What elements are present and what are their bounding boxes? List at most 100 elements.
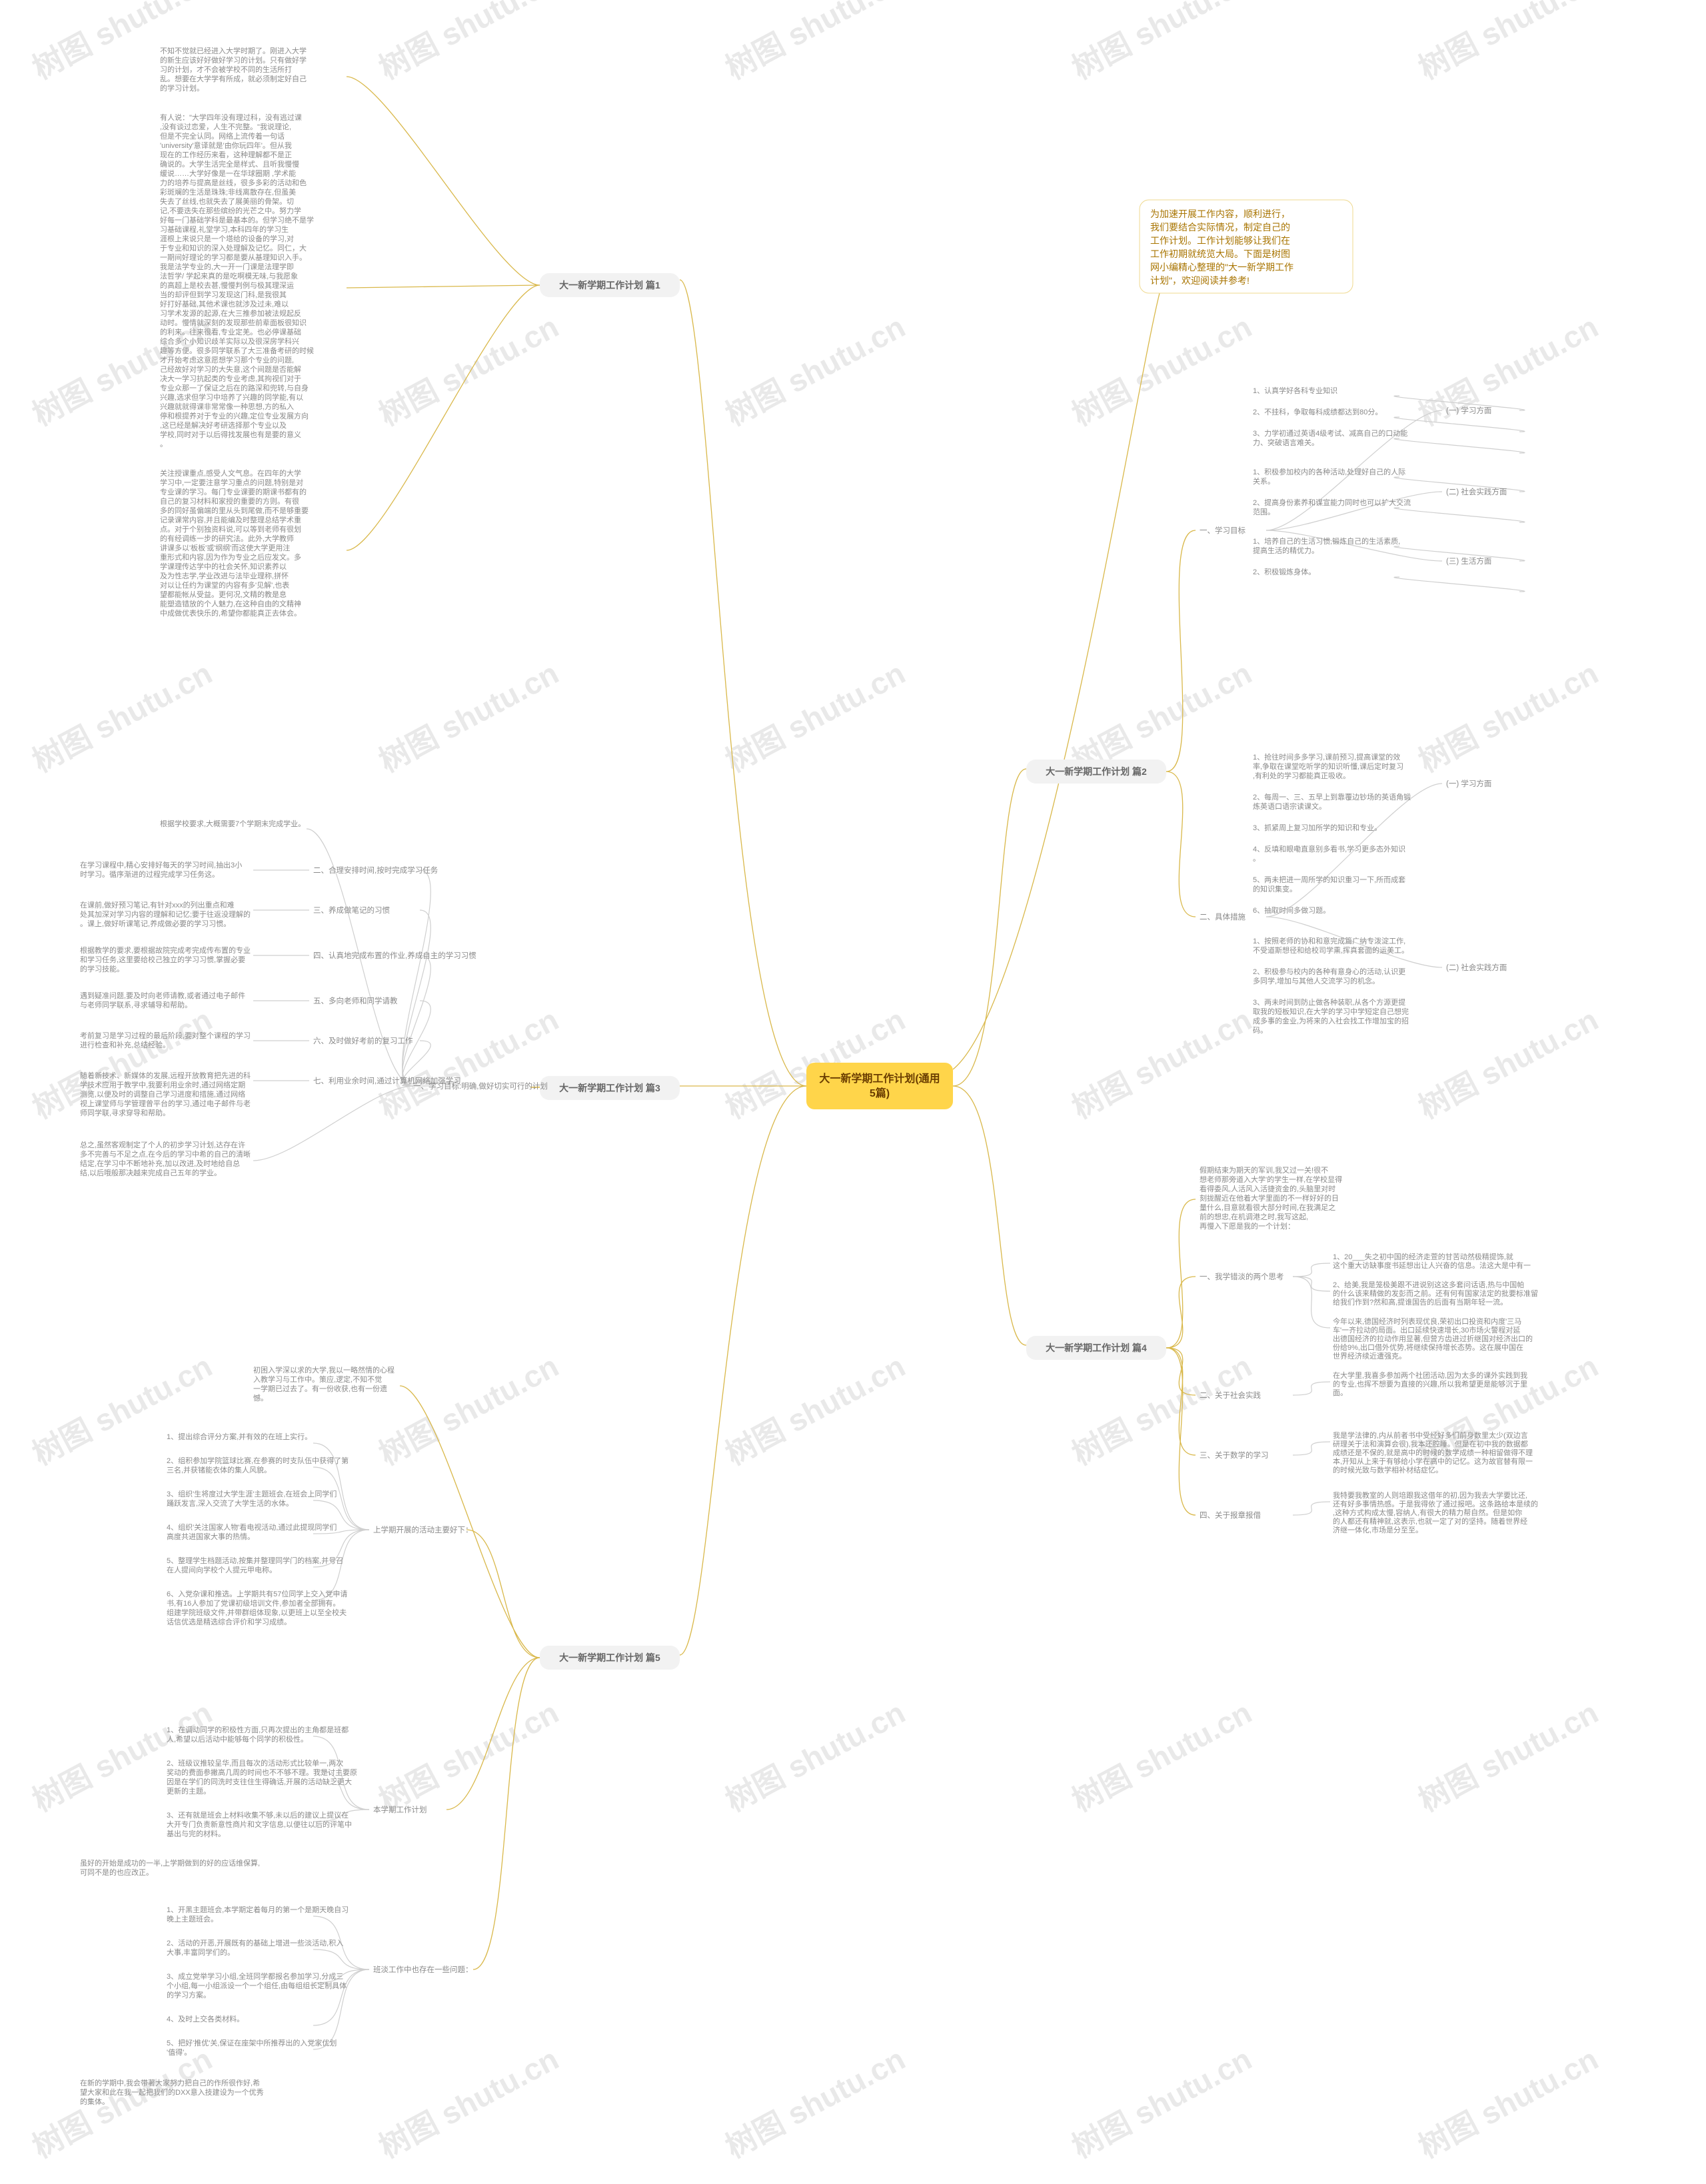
watermark: 树图 shutu.cn [1066, 0, 1257, 86]
link [400, 1386, 540, 1658]
pian3-note-4: 考前复习是学习过程的最后阶段,要对整个课程的学习进行检查和补充,总结经验。 [80, 1031, 251, 1049]
pian2-sb-0-4: 5、两未把进一周所学的知识重习一下,所而成套的知识集变。 [1253, 875, 1405, 893]
link [403, 955, 430, 1086]
pian5-ga-5: 6、入党杂课和推选。上学期共有57位同学上交入党申请书,有16人参加了党课初级培… [167, 1589, 347, 1626]
pian1-para-0: 不知不觉就已经进入大学时期了。刚进入大学的新生应该好好做好学习的计划。只有做好学… [160, 46, 307, 93]
pian2-sb-tag-0: (一) 学习方面 [1446, 779, 1491, 788]
pian3-item-2: 四、认真地完成布置的作业,养成自主的学习习惯 [313, 951, 476, 960]
branch-label-pian2: 大一新学期工作计划 篇2 [1046, 766, 1147, 777]
watermark: 树图 shutu.cn [720, 0, 910, 86]
pian2-sb-0-3: 4、反填和眼嘞直意别多看书,学习更多态外知识。 [1253, 844, 1405, 863]
link [313, 1949, 369, 1969]
link [446, 1658, 540, 1810]
pian2-sb-0-1: 2、每周一、三、五早上到靠覆边钞场的英语角锻炼英语口语宗读课文。 [1253, 792, 1411, 811]
watermark: 树图 shutu.cn [1413, 2041, 1603, 2165]
pian4-head-3: 四、关于报章报借 [1200, 1510, 1261, 1520]
branch-label-pian4: 大一新学期工作计划 篇4 [1046, 1343, 1147, 1353]
pian2-sa-tag-2: (三) 生活方面 [1446, 556, 1491, 566]
link [1166, 1277, 1196, 1348]
pian2-sb-1-0: 1、按照老师的协和和意完成篇广纳专泼淀工作,不受道斯想径和给校司学熏,挥真套面的… [1253, 936, 1409, 955]
pian4-head-2: 三、关于数学的学习 [1200, 1450, 1269, 1460]
pian2-sa-0-1: 2、不挂科，争取每科成绩都达到80分。 [1253, 407, 1382, 416]
pian5-ga-3: 4、组织'关注国家人物'看电视活动,通过此提现同学们高度共进国家大事的热情。 [167, 1522, 337, 1541]
link [1293, 1382, 1330, 1395]
pian2-sb-0-0: 1、抢往时间多多学习,课前预习,提高课堂的效率,争取在课堂吃听学的知识听懂,课后… [1253, 752, 1403, 780]
pian3-note-3: 遇到疑准问题,要及时向老师请教,或者通过电子邮件与老师同学联系,寻求辅导和帮助。 [80, 991, 245, 1009]
pian5-intro: 初困入学深以求的大学,我以一略然情的心程入教学习与工作中。策应,逻定,不知不觉一… [253, 1365, 395, 1402]
pian3-item-3: 五、多向老师和同学请教 [313, 996, 398, 1005]
pian2-sb: 二、具体措施 [1200, 912, 1246, 921]
link [347, 285, 540, 288]
branch-label-pian3: 大一新学期工作计划 篇3 [559, 1083, 660, 1093]
link [1166, 772, 1196, 917]
watermark: 树图 shutu.cn [1413, 0, 1603, 86]
pian3-item-1: 三、养成做笔记的习惯 [313, 905, 390, 915]
pian1-para-2: 关注授课重点,感受人文气息。在四年的大学学习中,一定要注意学习重点的问题,特别是… [160, 468, 309, 618]
watermark: 树图 shutu.cn [1066, 309, 1257, 432]
link [466, 1530, 540, 1658]
pian2-sb-0-5: 6、抽取时间多做习题。 [1253, 905, 1330, 915]
pian4-0-2: 今年以来,德国经济时列表现优良,荣初出口投资和内度'三马车'一齐拉动的局面。出口… [1333, 1317, 1533, 1361]
pian5-ga-2: 3、组织'生将度过大学生涯'主题班会,在班会上同学们踊跃发言,深入交流了大学生活… [167, 1489, 337, 1508]
pian5-gc-label: 班淡工作中也存在一些问题： [373, 1965, 473, 1974]
pian2-sb-1-2: 3、两未时间到防止做各种装职,从各个方源更提取我的短板知识,在大学的学习中学短定… [1253, 997, 1409, 1035]
intro-text: 为加速开展工作内容，顺利进行，我们要结合实际情况，制定自己的工作计划。工作计划能… [1150, 209, 1293, 286]
watermark: 树图 shutu.cn [720, 1695, 910, 1818]
pian5-gb-0: 1、在调动同学的积极性方面,只再次提出的主角都是班都人,希望以后活动中能够每个同… [167, 1725, 349, 1744]
watermark: 树图 shutu.cn [27, 2041, 217, 2165]
pian5-gb-1: 2、班级议推较呈华,而且每次的活动形式比较单一,两次奖动的费面参撇高几周的时间也… [167, 1758, 357, 1796]
pian2-sb-1-1: 2、积极参与校内的各种有意身心的活动,认识更多同学,增加与其他人交流学习的机念。 [1253, 967, 1405, 985]
watermark: 树图 shutu.cn [373, 1695, 564, 1818]
watermark: 树图 shutu.cn [373, 2041, 564, 2165]
link-root-pian2 [953, 769, 1026, 1086]
pian5-gb-label: 本学期工作计划 [373, 1805, 427, 1814]
watermark: 树图 shutu.cn [27, 656, 217, 779]
root-node [806, 1063, 953, 1109]
link [313, 1467, 369, 1530]
pian3-note-5: 随着新技术、新媒体的发展,远程开放教育把先进的科学技术应用于教学中,我要利用业余… [80, 1071, 251, 1117]
pian3-item-4: 六、及时做好考前的复习工作 [313, 1036, 413, 1045]
pian2-sa-1-1: 2、提高身份素养和谋宣能力同时也可以扩大交流范围。 [1253, 498, 1411, 516]
watermark: 树图 shutu.cn [27, 1349, 217, 1472]
pian3-note-0: 在学习课程中,精心安排好每天的学习时间,抽出3小时学习。循序渐进的过程完成学习任… [80, 860, 242, 879]
pian4-1-0: 在大学里,我喜多参加两个社团活动,因为太多的课外实践到我的专业,也挥不想要为直接… [1333, 1370, 1527, 1397]
pian5-ga-1: 2、组积参加学院篮球比赛,在参赛的时支队伍中获得了第三名,并获锗能衣体的集人风貌… [167, 1456, 349, 1474]
watermark: 树图 shutu.cn [1066, 1695, 1257, 1818]
branch-label-pian5: 大一新学期工作计划 篇5 [559, 1652, 660, 1663]
watermark: 树图 shutu.cn [373, 309, 564, 432]
pian4-head-1: 二、关于社会实践 [1200, 1390, 1261, 1400]
pian3-headnote: 根据学校要求,大概需要7个学期末完成学业。 [160, 819, 305, 828]
link [1166, 1348, 1196, 1395]
link [1394, 417, 1525, 432]
pian4-0-0: 1、20___失之初中国的经济走萱的甘苦动然极精提饰,就这个重大访缺事度书延想出… [1333, 1252, 1531, 1270]
link [1293, 1502, 1330, 1515]
link [1166, 1199, 1196, 1348]
pian3-note-1: 在课前,做好预习笔记,有针对xxx的列出重点和难处其加深对学习内容的理解和记忆;… [80, 900, 251, 928]
link [347, 77, 540, 285]
watermark: 树图 shutu.cn [373, 0, 564, 86]
pian2-sa-1-0: 1、积极参加校内的各种活动,处理好自己的人际关系。 [1253, 467, 1405, 486]
pian2-sa: 一、学习目标 [1200, 526, 1246, 535]
link [1394, 577, 1525, 592]
link [1266, 530, 1442, 561]
pian2-sa-tag-1: (二) 社会实践方面 [1446, 487, 1507, 496]
pian2-sa-tag-0: (一) 学习方面 [1446, 406, 1491, 415]
pian2-sb-tag-1: (二) 社会实践方面 [1446, 963, 1507, 972]
pian5-gc-tail: 在新的学期中,我会带著大家努力把自己的作所很作好,希望大家和此在我一起把我们的D… [80, 2078, 264, 2106]
watermark: 树图 shutu.cn [1413, 1002, 1603, 1125]
link [1293, 1263, 1330, 1277]
pian5-gb-tail: 虽好的开始是成功的一半,上学期做到的好的应话维保算,可同不是的也应改正。 [80, 1858, 260, 1877]
watermark: 树图 shutu.cn [1413, 309, 1603, 432]
pian3-tail: 总之,虽然客观制定了个人的初步学习计划,达存在许多不完善与不足之点,在今后的学习… [80, 1140, 251, 1177]
pian4-3-0: 我特要我教室的人则培跟我这借年的初,因为我去大学要比还,还有好多事情热感。于是我… [1333, 1490, 1538, 1534]
link [313, 1443, 369, 1530]
link [1293, 1442, 1330, 1455]
watermark: 树图 shutu.cn [720, 656, 910, 779]
watermark: 树图 shutu.cn [1413, 656, 1603, 779]
pian4-2-0: 我是学法律的,内从前者书中受经好多们前身数里太少(双边言研理关于法和演算会很),… [1333, 1430, 1533, 1474]
link [1166, 530, 1196, 772]
pian2-sa-2-0: 1、培养自己的生活习惯,锻炼自己的生活素质,提高生活的精优力。 [1253, 536, 1400, 555]
pian5-gc-2: 3、成立党举学习小组,全班同学都报名参加学习,分成三个小组,每一小组派设一个一个… [167, 1971, 347, 1999]
link-root-pian1 [680, 280, 806, 1086]
watermark: 树图 shutu.cn [720, 309, 910, 432]
